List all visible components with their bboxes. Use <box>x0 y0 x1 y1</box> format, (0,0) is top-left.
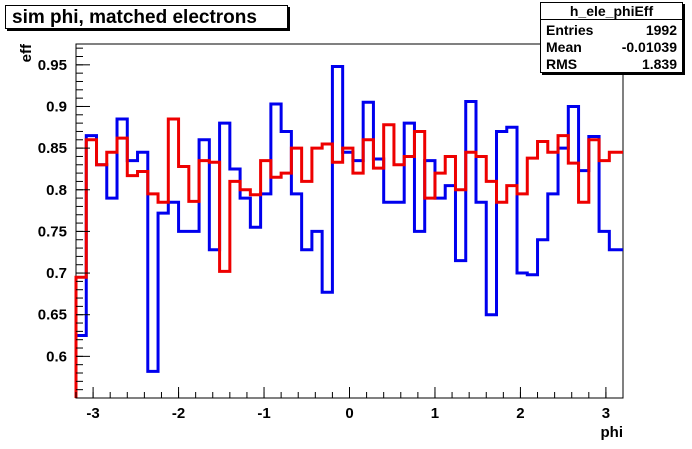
y-tick-label: 0.9 <box>46 98 67 115</box>
x-tick-label: 1 <box>431 405 439 422</box>
stats-key-entries: Entries <box>546 22 594 38</box>
stats-value-entries: 1992 <box>645 22 677 38</box>
stats-box: h_ele_phiEff Entries 1992 Mean -0.01039 … <box>540 2 683 73</box>
y-axis-label: eff <box>18 43 35 62</box>
x-tick-label: -1 <box>257 405 270 422</box>
stats-row-mean: Mean -0.01039 <box>546 39 677 56</box>
stats-title: h_ele_phiEff <box>541 3 682 20</box>
x-tick-label: 2 <box>516 405 524 422</box>
x-tick-label: -2 <box>172 405 185 422</box>
chart-title-box: sim phi, matched electrons <box>5 5 288 29</box>
x-tick-label: -3 <box>86 405 99 422</box>
x-axis-label: phi <box>601 424 624 441</box>
stats-row-rms: RMS 1.839 <box>546 56 677 73</box>
series-line-2 <box>74 117 623 398</box>
x-tick-label: 0 <box>345 405 353 422</box>
y-tick-label: 0.75 <box>38 223 67 240</box>
stats-value-mean: -0.01039 <box>621 39 677 55</box>
y-tick-label: 0.7 <box>46 265 67 282</box>
y-tick-label: 0.95 <box>38 57 67 74</box>
chart-title: sim phi, matched electrons <box>12 7 257 28</box>
x-tick-label: 3 <box>602 405 610 422</box>
stats-key-mean: Mean <box>546 39 582 55</box>
stats-value-rms: 1.839 <box>641 56 677 72</box>
stats-row-entries: Entries 1992 <box>546 22 677 39</box>
y-tick-label: 0.65 <box>38 307 67 324</box>
plot-frame <box>75 43 624 399</box>
y-tick-label: 0.8 <box>46 182 67 199</box>
y-tick-label: 0.85 <box>38 140 67 157</box>
stats-key-rms: RMS <box>546 56 578 72</box>
y-tick-label: 0.6 <box>46 348 67 365</box>
